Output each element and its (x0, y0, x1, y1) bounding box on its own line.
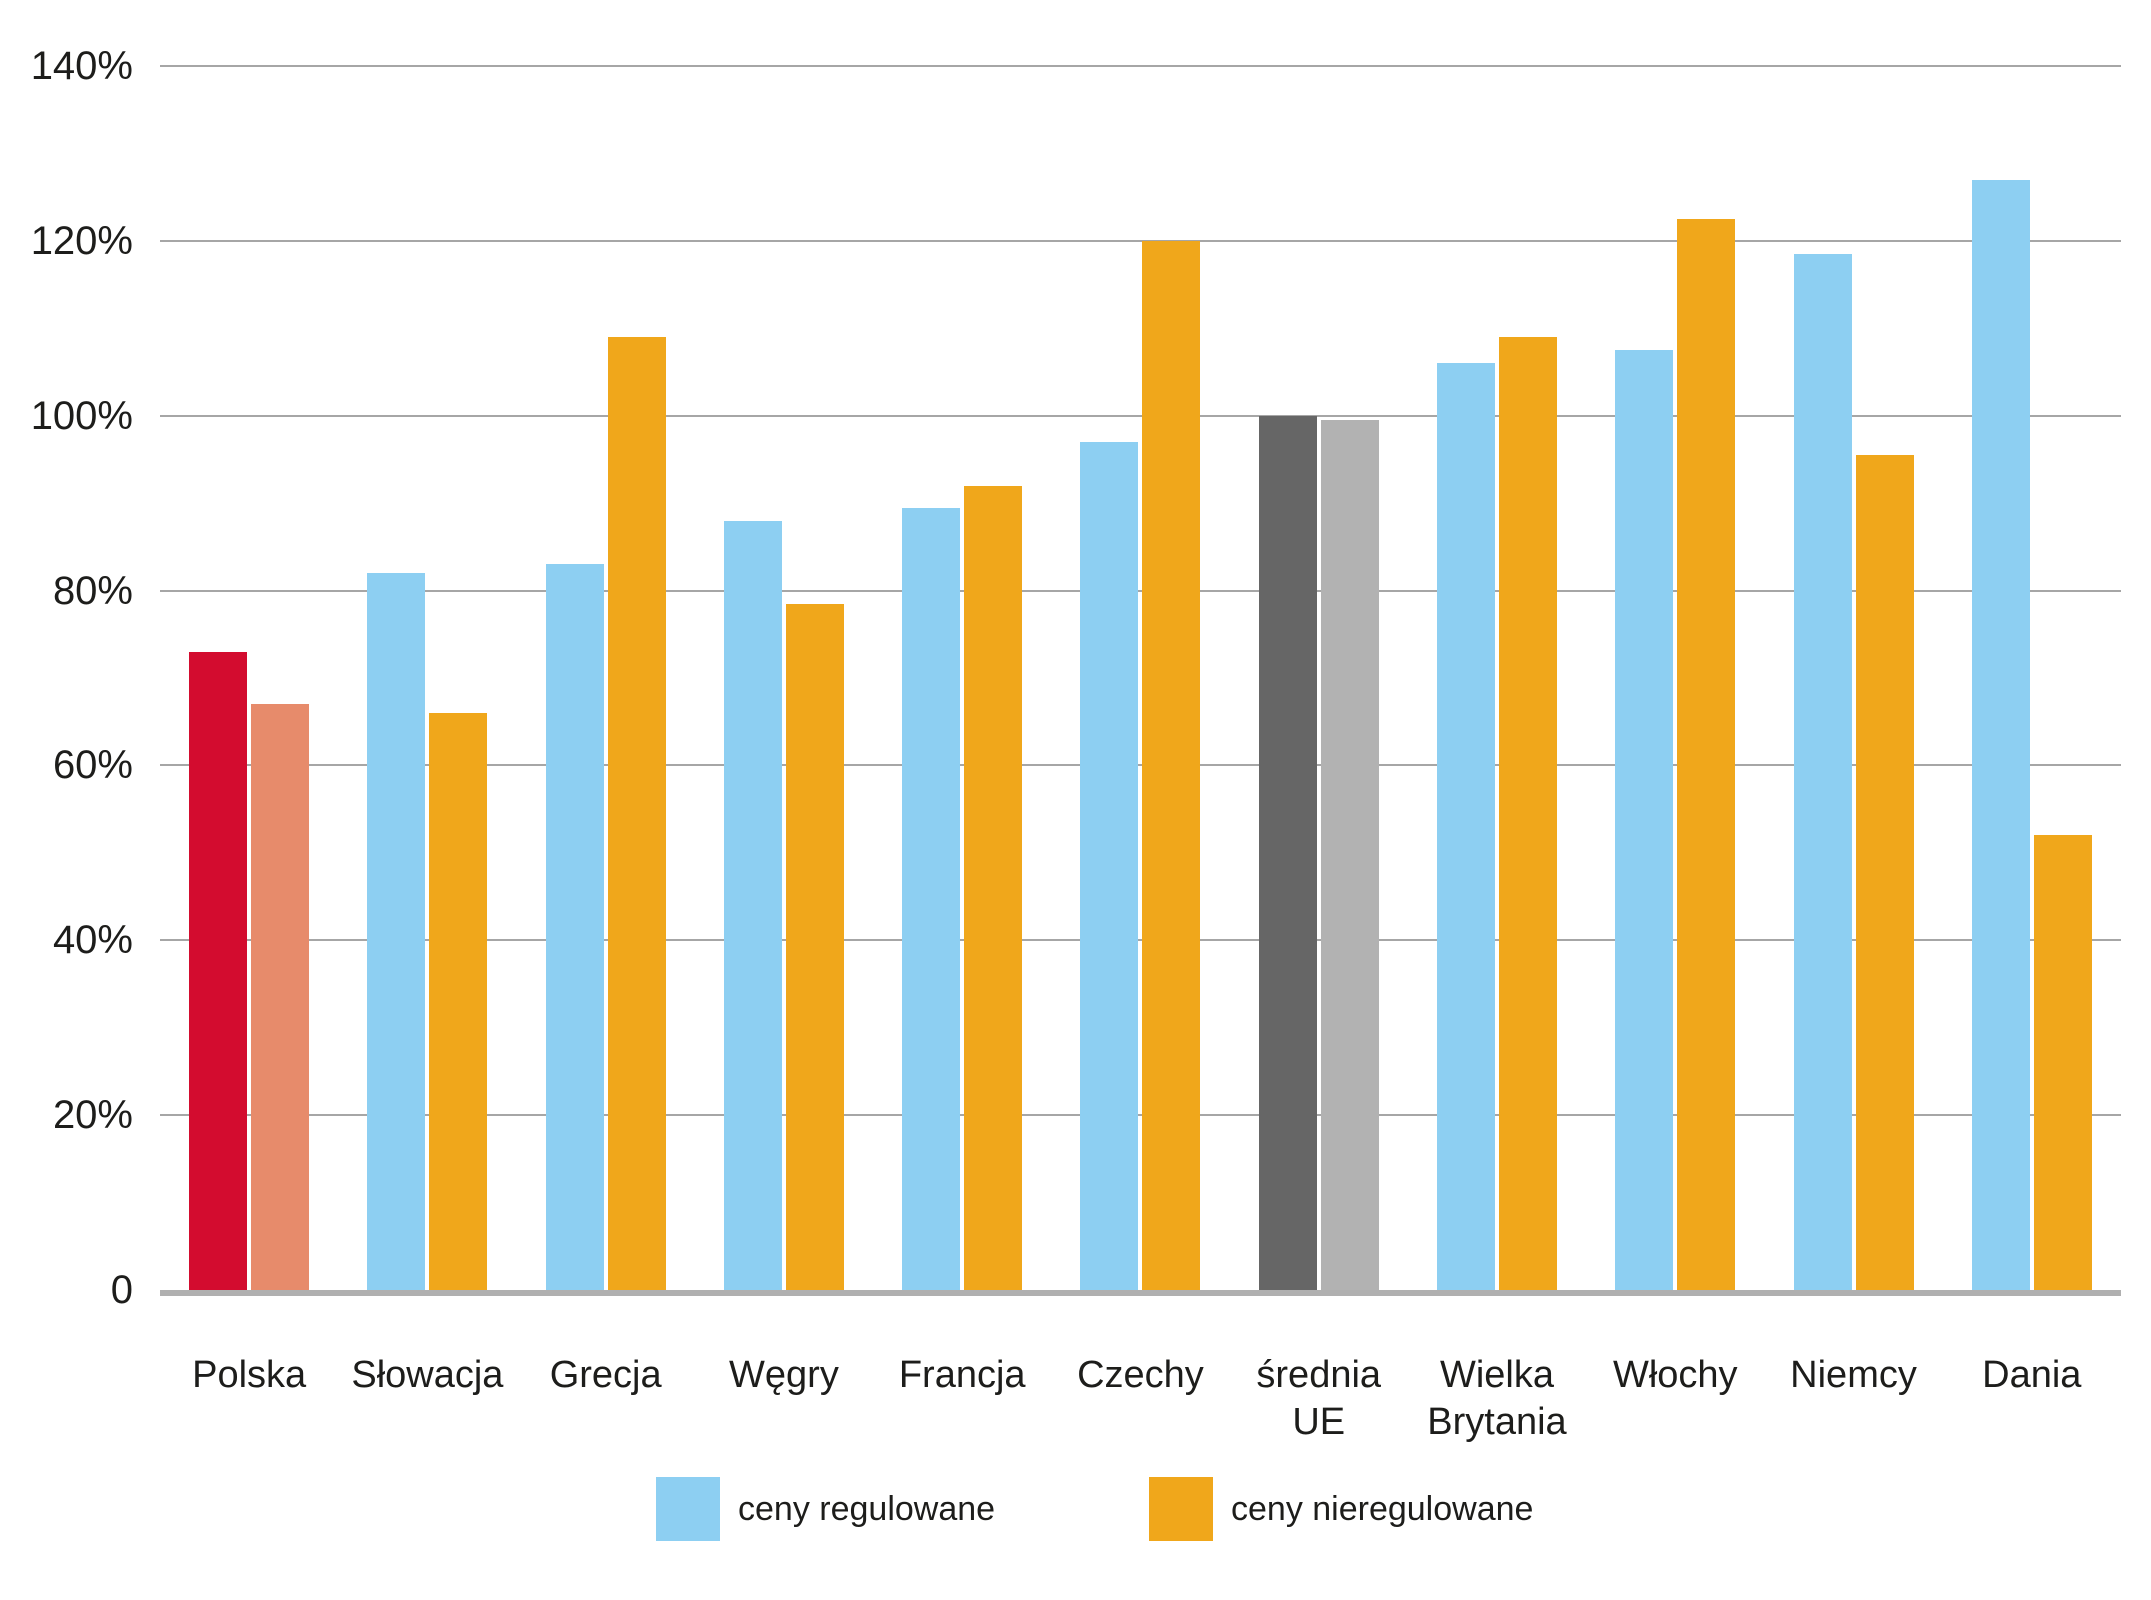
bar (1498, 337, 1557, 1290)
x-axis-label: Węgry (729, 1354, 839, 1396)
y-tick-label: 120% (30, 218, 133, 263)
y-tick-label: 140% (30, 44, 133, 88)
y-axis-labels: 0 20% 40% 60% 80% 100% 120% 140% (0, 44, 133, 1312)
bar-group-7 (1230, 66, 1408, 1290)
x-axis-baseline (160, 1290, 2121, 1296)
bar (1436, 363, 1495, 1290)
legend-label-regulated: ceny regulowane (738, 1490, 996, 1528)
x-axis-label: średnia UE (1256, 1354, 1382, 1443)
x-axis-label: Słowacja (351, 1354, 504, 1396)
legend-label-unregulated: ceny nieregulowane (1231, 1490, 1534, 1528)
gridline (160, 414, 2121, 417)
bar (2033, 835, 2092, 1290)
bar-group-8 (1408, 66, 1586, 1290)
bar-group-10 (1764, 66, 1942, 1290)
bar (429, 712, 488, 1290)
gridline (160, 65, 2121, 67)
bar (723, 520, 782, 1290)
bar (1855, 455, 1914, 1290)
bar (1615, 350, 1674, 1290)
bar-group-11 (1943, 66, 2121, 1290)
gridline (160, 589, 2121, 592)
x-axis-label: Grecja (549, 1354, 662, 1396)
x-axis-label: Dania (1982, 1354, 2082, 1396)
gridlines (160, 65, 2121, 1290)
x-axis-label: Polska (192, 1354, 307, 1396)
y-tick-label: 80% (52, 568, 133, 613)
bar-group-1 (160, 66, 338, 1290)
bar-group-2 (338, 66, 516, 1290)
bar-group-6 (1051, 66, 1229, 1290)
bar-group-9 (1586, 66, 1764, 1290)
plot-area (160, 65, 2121, 1296)
legend-swatch-regulated-icon (656, 1477, 720, 1541)
gridline (160, 939, 2121, 942)
bar-group-5 (873, 66, 1051, 1290)
bar-group-3 (517, 66, 695, 1290)
gridline (160, 1114, 2121, 1117)
bar (189, 651, 248, 1290)
x-axis-labels: Polska Słowacja Grecja Węgry Francja Czechy śr… (160, 1352, 2121, 1446)
bars-layer (160, 66, 2121, 1290)
bar (545, 564, 604, 1290)
y-tick-label: 20% (52, 1093, 133, 1138)
bar (1971, 179, 2030, 1290)
x-axis-label: Niemcy (1790, 1354, 1917, 1396)
x-axis-label: Czechy (1077, 1354, 1204, 1396)
bar (1258, 415, 1317, 1290)
bar (1142, 240, 1201, 1290)
bar-group-4 (695, 66, 873, 1290)
legend: ceny regulowane ceny nieregulowane (0, 1477, 2151, 1541)
bar (367, 573, 426, 1290)
y-tick-label: 0 (110, 1268, 133, 1312)
bar (607, 337, 666, 1290)
bar (785, 603, 844, 1290)
x-axis-label: Francja (898, 1354, 1026, 1396)
bar (251, 704, 310, 1290)
bar (1677, 219, 1736, 1290)
x-axis-label: Włochy (1612, 1354, 1738, 1396)
legend-item-regulated: ceny regulowane (656, 1477, 995, 1541)
bar (902, 507, 961, 1290)
y-tick-label: 100% (30, 393, 133, 438)
bar (1080, 441, 1139, 1290)
gridline (160, 239, 2121, 242)
gridline (160, 764, 2121, 767)
y-tick-label: 60% (52, 743, 133, 788)
y-tick-label: 40% (52, 918, 133, 963)
bar (1793, 253, 1852, 1290)
legend-item-unregulated: ceny nieregulowane (1149, 1477, 1533, 1541)
bar (964, 485, 1023, 1290)
bar (1320, 420, 1379, 1290)
x-axis-label: Wielka Brytania (1427, 1354, 1567, 1443)
legend-swatch-unregulated-icon (1149, 1477, 1213, 1541)
